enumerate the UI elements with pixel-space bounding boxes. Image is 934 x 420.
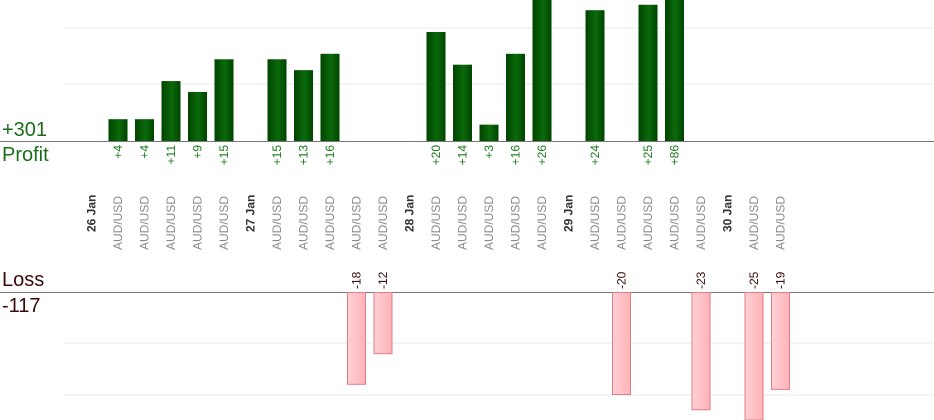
date-label: 29 Jan <box>562 195 576 232</box>
profit-bar <box>188 91 207 141</box>
category-label: AUD/USD <box>429 196 443 250</box>
loss-bar <box>373 292 393 355</box>
profit-bar <box>638 4 658 141</box>
category-label: AUD/USD <box>456 196 470 250</box>
profit-value-label: +86 <box>668 145 682 166</box>
profit-bar <box>267 59 287 141</box>
profit-value-label: +20 <box>429 145 443 166</box>
profit-total: +301 <box>2 119 48 141</box>
category-label: AUD/USD <box>376 196 390 250</box>
loss-value-label: -23 <box>694 271 708 289</box>
profit-bar <box>320 53 340 141</box>
profit-value-label: +4 <box>111 145 125 159</box>
profit-value-label: +4 <box>138 145 152 159</box>
profit-bar <box>665 0 684 141</box>
category-label: AUD/USD <box>482 196 496 250</box>
loss-bar <box>691 292 711 411</box>
loss-bar <box>347 292 366 385</box>
category-label: AUD/USD <box>588 196 602 250</box>
profit-bar <box>108 119 128 141</box>
category-label: AUD/USD <box>668 196 682 250</box>
profit-bar <box>135 119 154 141</box>
category-label: AUD/USD <box>270 196 284 250</box>
loss-value-label: -12 <box>376 271 390 289</box>
loss-label: Loss <box>2 269 45 291</box>
profit-bar <box>585 10 605 142</box>
date-label: 26 Jan <box>85 195 99 232</box>
profit-bar <box>506 53 525 141</box>
profit-value-label: +24 <box>588 145 602 166</box>
profit-bar <box>214 59 234 141</box>
profit-bar <box>479 124 499 141</box>
date-label: 28 Jan <box>403 195 417 232</box>
category-label: AUD/USD <box>297 196 311 250</box>
profit-value-label: +15 <box>217 145 231 166</box>
loss-bar <box>771 292 790 390</box>
profit-bar <box>532 0 552 141</box>
profit-value-label: +3 <box>482 145 496 159</box>
loss-value-label: -18 <box>350 271 364 289</box>
category-label: AUD/USD <box>509 196 523 250</box>
loss-value-label: -19 <box>774 271 788 289</box>
loss-bar <box>744 292 764 420</box>
profit-label: Profit <box>2 144 49 166</box>
profit-bar <box>161 81 181 141</box>
category-label: AUD/USD <box>164 196 178 250</box>
profit-bar <box>453 64 472 141</box>
category-label: AUD/USD <box>694 196 708 250</box>
category-label: AUD/USD <box>138 196 152 250</box>
category-label: AUD/USD <box>641 196 655 250</box>
profit-value-label: +13 <box>297 145 311 166</box>
profit-value-label: +14 <box>456 145 470 166</box>
profit-value-label: +25 <box>641 145 655 166</box>
profit-value-label: +11 <box>164 145 178 165</box>
profit-value-label: +16 <box>323 145 337 166</box>
loss-total: -117 <box>2 295 41 317</box>
profit-value-label: +26 <box>535 145 549 166</box>
date-label: 30 Jan <box>721 195 735 232</box>
category-label: AUD/USD <box>217 196 231 250</box>
loss-bar <box>612 292 631 395</box>
profit-value-label: +16 <box>509 145 523 166</box>
profit-value-label: +15 <box>270 145 284 166</box>
category-label: AUD/USD <box>191 196 205 250</box>
category-label: AUD/USD <box>323 196 337 250</box>
category-label: AUD/USD <box>615 196 629 250</box>
profit-bar <box>426 32 446 141</box>
category-label: AUD/USD <box>747 196 761 250</box>
loss-value-label: -20 <box>615 271 629 289</box>
profit-bar <box>294 70 313 141</box>
category-label: AUD/USD <box>535 196 549 250</box>
category-label: AUD/USD <box>774 196 788 250</box>
category-label: AUD/USD <box>350 196 364 250</box>
category-label: AUD/USD <box>111 196 125 250</box>
profit-value-label: +9 <box>191 145 205 159</box>
date-label: 27 Jan <box>244 195 258 232</box>
loss-value-label: -25 <box>747 271 761 289</box>
